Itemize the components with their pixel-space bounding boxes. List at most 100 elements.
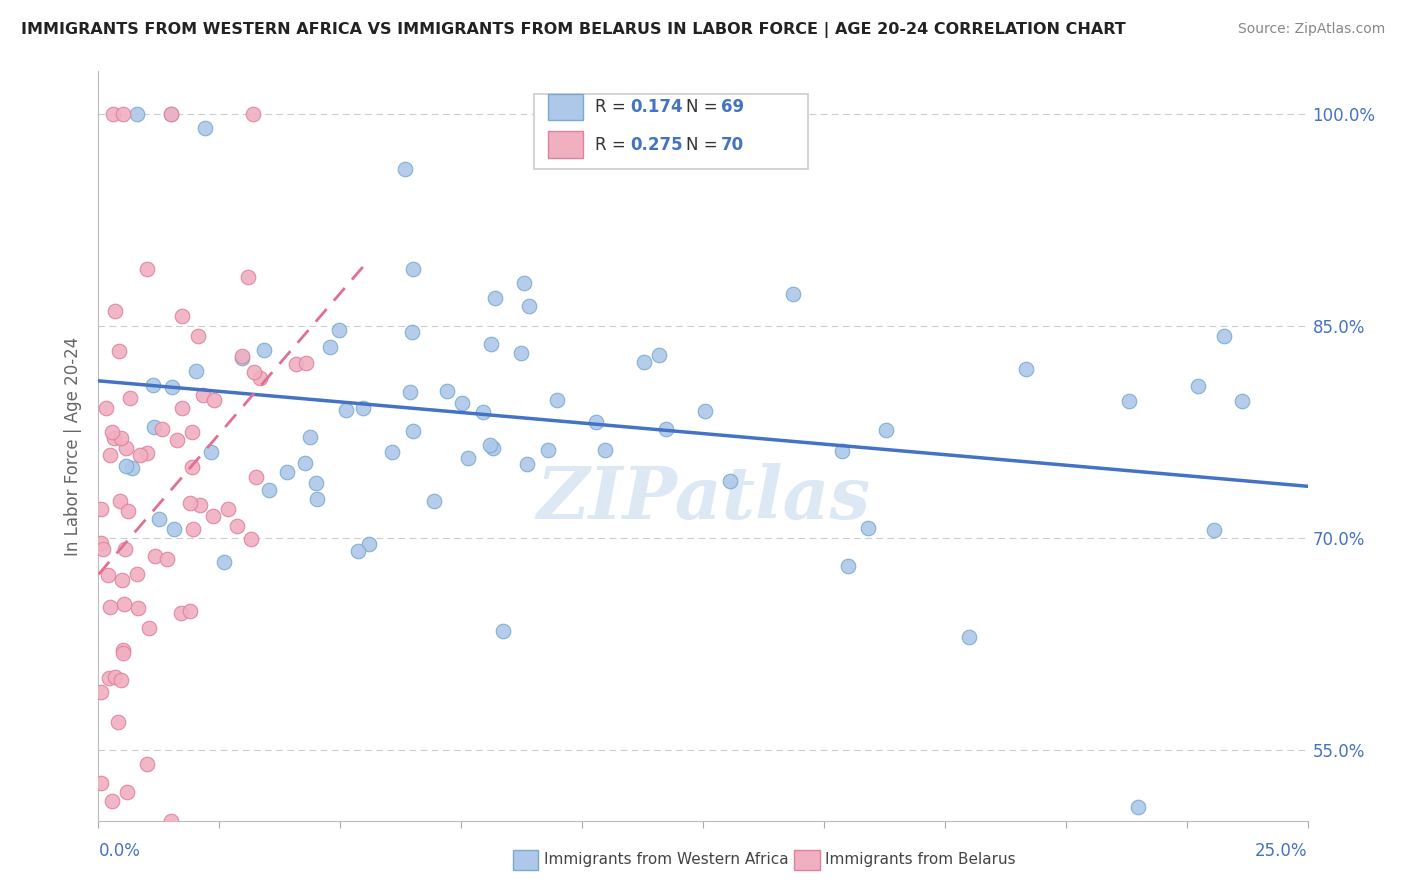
Point: [422, 494, 444, 508]
Point: [194, 120, 217, 135]
Point: [180, 460, 202, 475]
Point: [537, 442, 560, 457]
Point: [782, 287, 804, 301]
Y-axis label: In Labor Force | Age 20-24: In Labor Force | Age 20-24: [65, 336, 83, 556]
Point: [143, 549, 166, 563]
Point: [172, 401, 194, 415]
Text: ZIPatlas: ZIPatlas: [536, 463, 870, 534]
Point: [242, 107, 264, 121]
Point: [654, 422, 676, 436]
Point: [111, 646, 134, 660]
Point: [305, 475, 328, 490]
Point: [135, 757, 157, 772]
Point: [401, 325, 423, 339]
Point: [1202, 523, 1225, 537]
Point: [298, 430, 321, 444]
Point: [479, 438, 502, 452]
Point: [1118, 394, 1140, 409]
Point: [398, 385, 420, 400]
Point: [163, 522, 186, 536]
Point: [402, 424, 425, 438]
Point: [100, 794, 122, 808]
Point: [479, 337, 502, 351]
Point: [451, 396, 474, 410]
Point: [107, 714, 129, 729]
Point: [517, 299, 540, 313]
Point: [1015, 362, 1038, 376]
Point: [335, 402, 357, 417]
Point: [101, 107, 124, 121]
Point: [148, 512, 170, 526]
Point: [115, 441, 138, 455]
Point: [875, 423, 897, 437]
Point: [492, 624, 515, 638]
Point: [648, 348, 671, 362]
Point: [111, 642, 134, 657]
Point: [200, 444, 222, 458]
Point: [170, 310, 193, 324]
Point: [359, 537, 381, 551]
Text: 70: 70: [721, 136, 744, 153]
Point: [181, 522, 204, 536]
Point: [127, 107, 149, 121]
Text: IMMIGRANTS FROM WESTERN AFRICA VS IMMIGRANTS FROM BELARUS IN LABOR FORCE | AGE 2: IMMIGRANTS FROM WESTERN AFRICA VS IMMIGR…: [21, 22, 1126, 38]
Point: [103, 431, 125, 445]
Point: [90, 776, 112, 790]
Point: [1230, 394, 1253, 409]
Point: [318, 340, 340, 354]
Point: [231, 349, 253, 363]
Point: [245, 470, 267, 484]
Point: [184, 364, 207, 378]
Text: N =: N =: [686, 98, 723, 116]
Text: R =: R =: [595, 98, 631, 116]
Point: [249, 371, 271, 385]
Point: [257, 483, 280, 497]
Point: [93, 542, 115, 557]
Text: R =: R =: [595, 136, 631, 153]
Point: [98, 600, 121, 615]
Point: [484, 291, 506, 305]
Point: [127, 828, 149, 842]
Point: [117, 504, 139, 518]
Point: [217, 501, 239, 516]
Point: [633, 354, 655, 368]
Point: [142, 378, 165, 392]
Point: [179, 603, 201, 617]
Point: [98, 448, 121, 462]
Point: [128, 448, 150, 462]
Point: [831, 443, 853, 458]
Point: [546, 393, 568, 408]
Point: [96, 828, 118, 842]
Point: [482, 441, 505, 455]
Point: [135, 262, 157, 277]
Point: [138, 621, 160, 635]
Point: [294, 456, 316, 470]
Point: [226, 519, 249, 533]
Point: [160, 379, 183, 393]
Point: [121, 460, 143, 475]
Point: [108, 344, 131, 359]
Point: [1128, 799, 1150, 814]
Point: [135, 446, 157, 460]
Point: [236, 270, 259, 285]
Text: Immigrants from Belarus: Immigrants from Belarus: [825, 853, 1017, 867]
Point: [516, 457, 538, 471]
Text: Immigrants from Western Africa: Immigrants from Western Africa: [544, 853, 789, 867]
Point: [191, 388, 214, 402]
Point: [593, 443, 616, 458]
Point: [436, 384, 458, 399]
Point: [347, 544, 370, 558]
Point: [214, 555, 236, 569]
Point: [307, 492, 329, 507]
Point: [231, 351, 253, 365]
Point: [110, 493, 132, 508]
Point: [1187, 379, 1209, 393]
Point: [169, 606, 191, 620]
Point: [187, 329, 209, 343]
Point: [114, 541, 136, 556]
Point: [188, 498, 211, 512]
Point: [510, 345, 533, 359]
Point: [115, 458, 138, 473]
Point: [295, 356, 318, 370]
Text: 69: 69: [721, 98, 744, 116]
